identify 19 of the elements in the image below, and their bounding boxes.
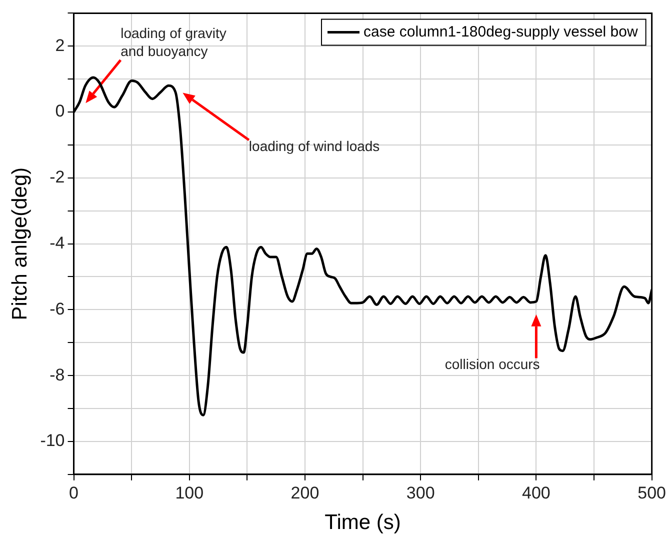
annotation: loading of wind loads	[248, 138, 380, 154]
x-tick-label: 0	[69, 483, 79, 502]
legend-label: case column1-180deg-supply vessel bow	[363, 23, 638, 40]
y-tick-label: -8	[50, 365, 65, 384]
x-tick-label: 500	[638, 483, 666, 502]
y-tick-label: -2	[50, 168, 65, 187]
y-tick-label: -6	[50, 299, 65, 318]
x-axis-title: Time (s)	[324, 511, 401, 534]
y-tick-label: 0	[55, 102, 65, 121]
y-tick-label: 2	[55, 36, 65, 55]
x-tick-label: 400	[522, 483, 550, 502]
x-tick-label: 200	[290, 483, 320, 502]
y-tick-label: -10	[40, 431, 65, 450]
y-axis-title: Pitch anlge(deg)	[8, 167, 32, 320]
annotation: loading of gravity and buoyancy	[120, 24, 226, 59]
annotation: collision occurs	[444, 356, 540, 372]
x-tick-label: 100	[175, 483, 204, 502]
x-tick-label: 300	[406, 483, 435, 502]
y-tick-label: -4	[50, 233, 65, 252]
